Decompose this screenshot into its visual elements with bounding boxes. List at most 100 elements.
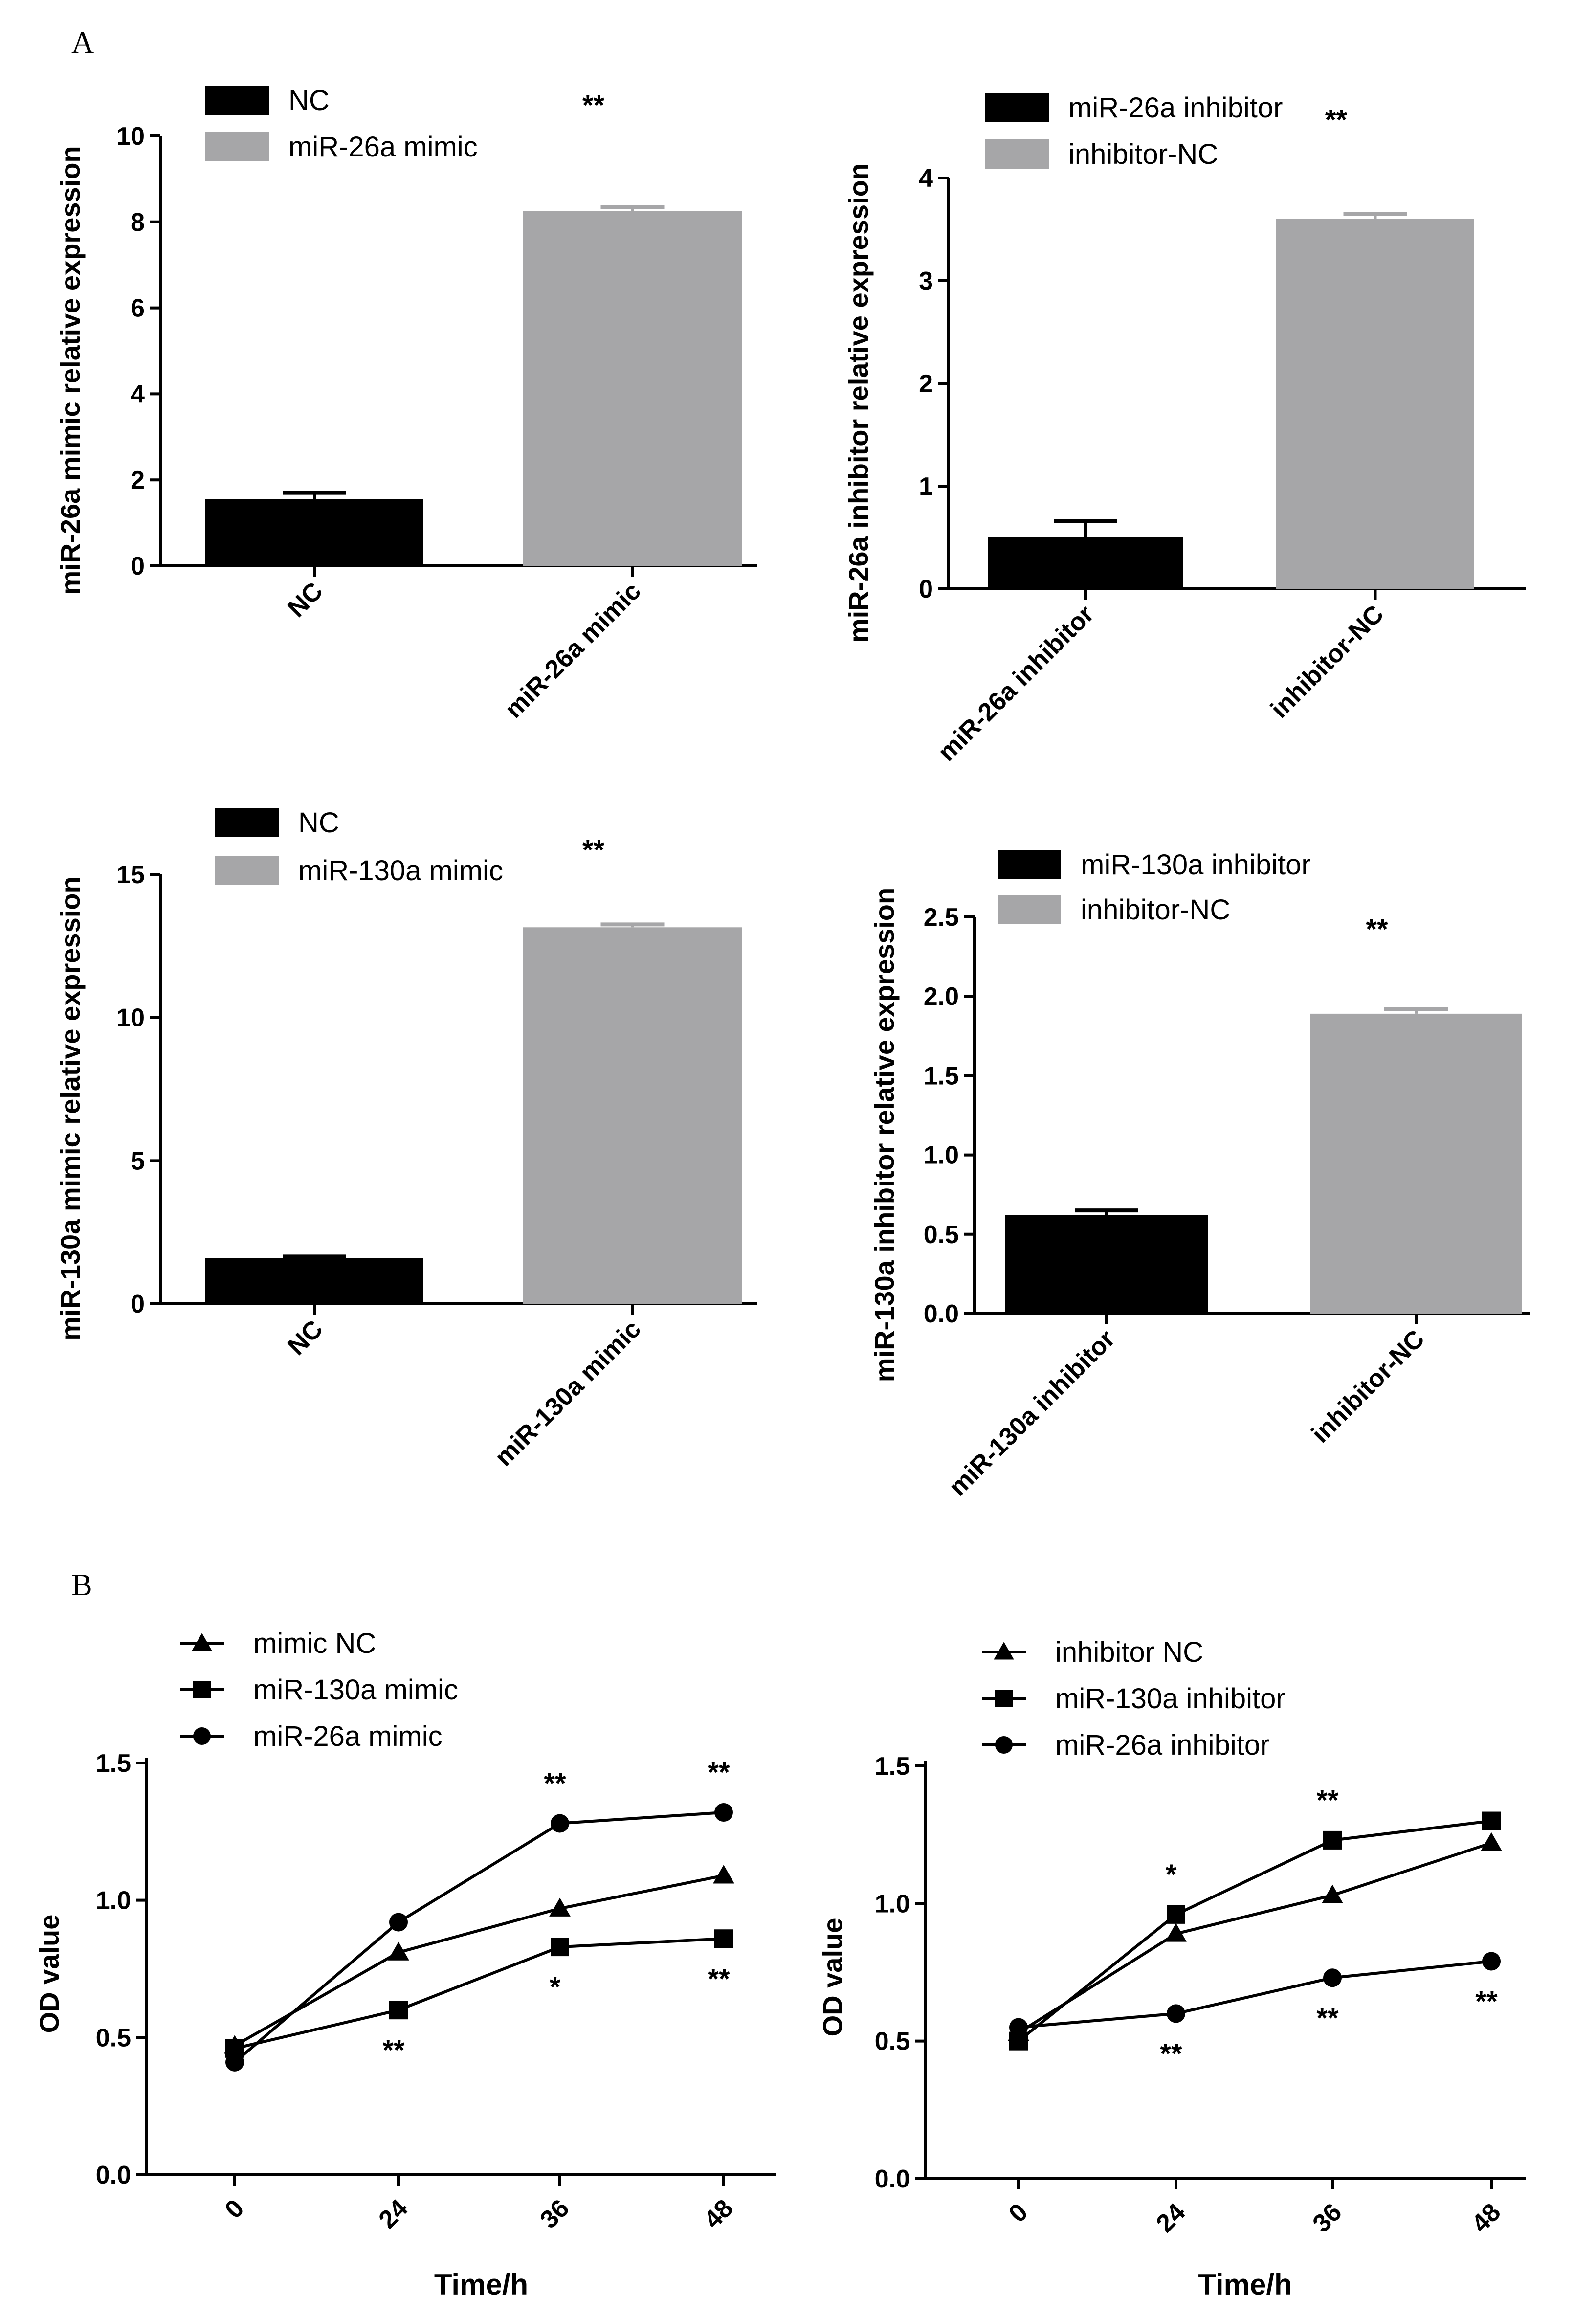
x-tick-label: miR-26a inhibitor bbox=[932, 600, 1099, 766]
y-tick-label: 1.0 bbox=[96, 1887, 131, 1915]
significance-label: ** bbox=[1475, 1985, 1498, 2017]
bar-chart-mir26a-mimic: 0 2 4 6 8 10 NC miR-26a mimic miR-26a mimic rela… bbox=[55, 85, 757, 724]
y-tick-label: 2.0 bbox=[924, 982, 959, 1011]
circle-marker bbox=[1167, 2004, 1185, 2023]
x-tick-label: inhibitor-NC bbox=[1306, 1324, 1430, 1448]
triangle-marker bbox=[1165, 1923, 1187, 1942]
x-tick-label: miR-26a mimic bbox=[499, 577, 646, 724]
y-axis-label: OD value bbox=[34, 1915, 65, 2033]
bar bbox=[205, 499, 423, 566]
legend-label: miR-130a inhibitor bbox=[1055, 1683, 1286, 1715]
legend-label: NC bbox=[298, 807, 339, 839]
x-tick-label: 24 bbox=[374, 2194, 414, 2234]
bar-chart-mir26a-inhibitor: 0 1 2 3 4 miR-26a inhibitor inhibitor-NC miR-26… bbox=[843, 92, 1526, 767]
y-tick-label: 6 bbox=[131, 294, 145, 323]
x-axis-label: Time/h bbox=[434, 2268, 528, 2301]
significance-label: ** bbox=[1325, 104, 1348, 136]
bar bbox=[988, 537, 1183, 589]
legend-label: miR-26a mimic bbox=[253, 1720, 443, 1752]
y-tick-label: 0 bbox=[131, 552, 145, 580]
line-chart-inhibitor-od: 0.00.51.01.50 24 36 48*********inhibitor NC… bbox=[817, 1636, 1526, 2301]
y-tick-label: 0.5 bbox=[96, 2024, 131, 2052]
significance-label: ** bbox=[1316, 1785, 1339, 1816]
y-axis-label: miR-26a mimic relative expression bbox=[55, 146, 86, 595]
y-axis-label: OD value bbox=[817, 1918, 848, 2037]
legend-label: inhibitor NC bbox=[1055, 1636, 1203, 1668]
y-tick-label: 1.0 bbox=[924, 1141, 959, 1170]
series-line bbox=[1018, 1841, 1492, 2034]
legend-label: miR-130a mimic bbox=[253, 1674, 458, 1706]
series-line bbox=[1018, 1819, 1492, 2043]
legend-swatch bbox=[215, 808, 279, 837]
series-line bbox=[1018, 1960, 1492, 2029]
x-tick-label: NC bbox=[282, 1315, 328, 1361]
square-marker bbox=[1323, 1830, 1342, 1850]
y-tick-label: 3 bbox=[919, 267, 933, 295]
bar bbox=[523, 927, 742, 1304]
y-tick-label: 1.5 bbox=[96, 1749, 131, 1778]
y-tick-label: 2 bbox=[131, 466, 145, 494]
legend-label: miR-130a inhibitor bbox=[1081, 849, 1311, 881]
significance-label: * bbox=[550, 1971, 561, 2003]
bar bbox=[205, 1258, 423, 1304]
y-tick-label: 2 bbox=[919, 370, 933, 398]
y-tick-label: 1.5 bbox=[924, 1062, 959, 1090]
legend-label: miR-26a inhibitor bbox=[1055, 1729, 1269, 1761]
bar-chart-mir130a-mimic: 0 5 10 15 NC miR-130a mimic miR-130a mimic rel… bbox=[55, 807, 757, 1472]
bar bbox=[523, 211, 742, 566]
triangle-marker bbox=[388, 1941, 409, 1961]
y-tick-label: 0 bbox=[919, 575, 933, 603]
x-tick-label: miR-130a inhibitor bbox=[944, 1324, 1121, 1501]
x-tick-label: NC bbox=[282, 577, 328, 623]
triangle-marker bbox=[1481, 1832, 1502, 1851]
legend-label: miR-130a mimic bbox=[298, 855, 503, 887]
y-tick-label: 5 bbox=[131, 1147, 145, 1175]
legend-swatch bbox=[205, 86, 269, 115]
legend-swatch bbox=[985, 139, 1049, 169]
y-axis-label: miR-26a inhibitor relative expression bbox=[843, 163, 874, 643]
y-axis-label: miR-130a mimic relative expression bbox=[55, 876, 86, 1340]
y-tick-label: 4 bbox=[919, 164, 933, 193]
significance-label: ** bbox=[382, 2034, 405, 2066]
y-tick-label: 15 bbox=[116, 861, 145, 889]
series-line bbox=[234, 1811, 724, 2064]
legend-swatch bbox=[998, 895, 1061, 924]
legend-swatch bbox=[985, 93, 1049, 122]
circle-marker bbox=[225, 2052, 244, 2072]
square-marker bbox=[551, 1938, 569, 1957]
square-marker bbox=[1167, 1905, 1185, 1924]
circle-marker bbox=[1323, 1968, 1342, 1987]
circle-marker bbox=[1009, 2018, 1028, 2037]
circle-marker bbox=[193, 1727, 211, 1745]
legend-swatch bbox=[215, 856, 279, 885]
y-tick-label: 0.0 bbox=[924, 1300, 959, 1328]
y-tick-label: 0.0 bbox=[875, 2165, 910, 2193]
square-marker bbox=[995, 1690, 1013, 1707]
bar-chart-mir130a-inhibitor: 0.0 0.5 1.0 1.5 2.0 2.5 miR-130a inhibitor inhi… bbox=[869, 849, 1530, 1501]
x-tick-label: 48 bbox=[1466, 2198, 1507, 2238]
circle-marker bbox=[551, 1814, 569, 1833]
y-tick-label: 10 bbox=[116, 122, 145, 151]
x-tick-label: 0 bbox=[220, 2194, 249, 2224]
legend-label: inhibitor-NC bbox=[1081, 894, 1230, 926]
y-axis-label: miR-130a inhibitor relative expression bbox=[869, 888, 900, 1382]
y-tick-label: 1 bbox=[919, 472, 933, 501]
triangle-marker bbox=[994, 1642, 1014, 1660]
y-tick-label: 0.0 bbox=[96, 2161, 131, 2189]
circle-marker bbox=[389, 1913, 408, 1932]
significance-label: ** bbox=[582, 89, 605, 121]
significance-label: ** bbox=[582, 834, 605, 866]
legend-swatch bbox=[998, 850, 1061, 879]
series-line bbox=[234, 1937, 724, 2050]
y-tick-label: 0.5 bbox=[875, 2028, 910, 2056]
x-axis-label: Time/h bbox=[1198, 2268, 1292, 2301]
bar bbox=[1276, 219, 1474, 589]
triangle-marker bbox=[713, 1865, 734, 1884]
circle-marker bbox=[995, 1736, 1013, 1754]
square-marker bbox=[193, 1681, 211, 1698]
bar bbox=[1005, 1215, 1208, 1314]
series-line bbox=[234, 1874, 724, 2047]
x-tick-label: inhibitor-NC bbox=[1265, 600, 1389, 723]
triangle-marker bbox=[549, 1897, 571, 1917]
